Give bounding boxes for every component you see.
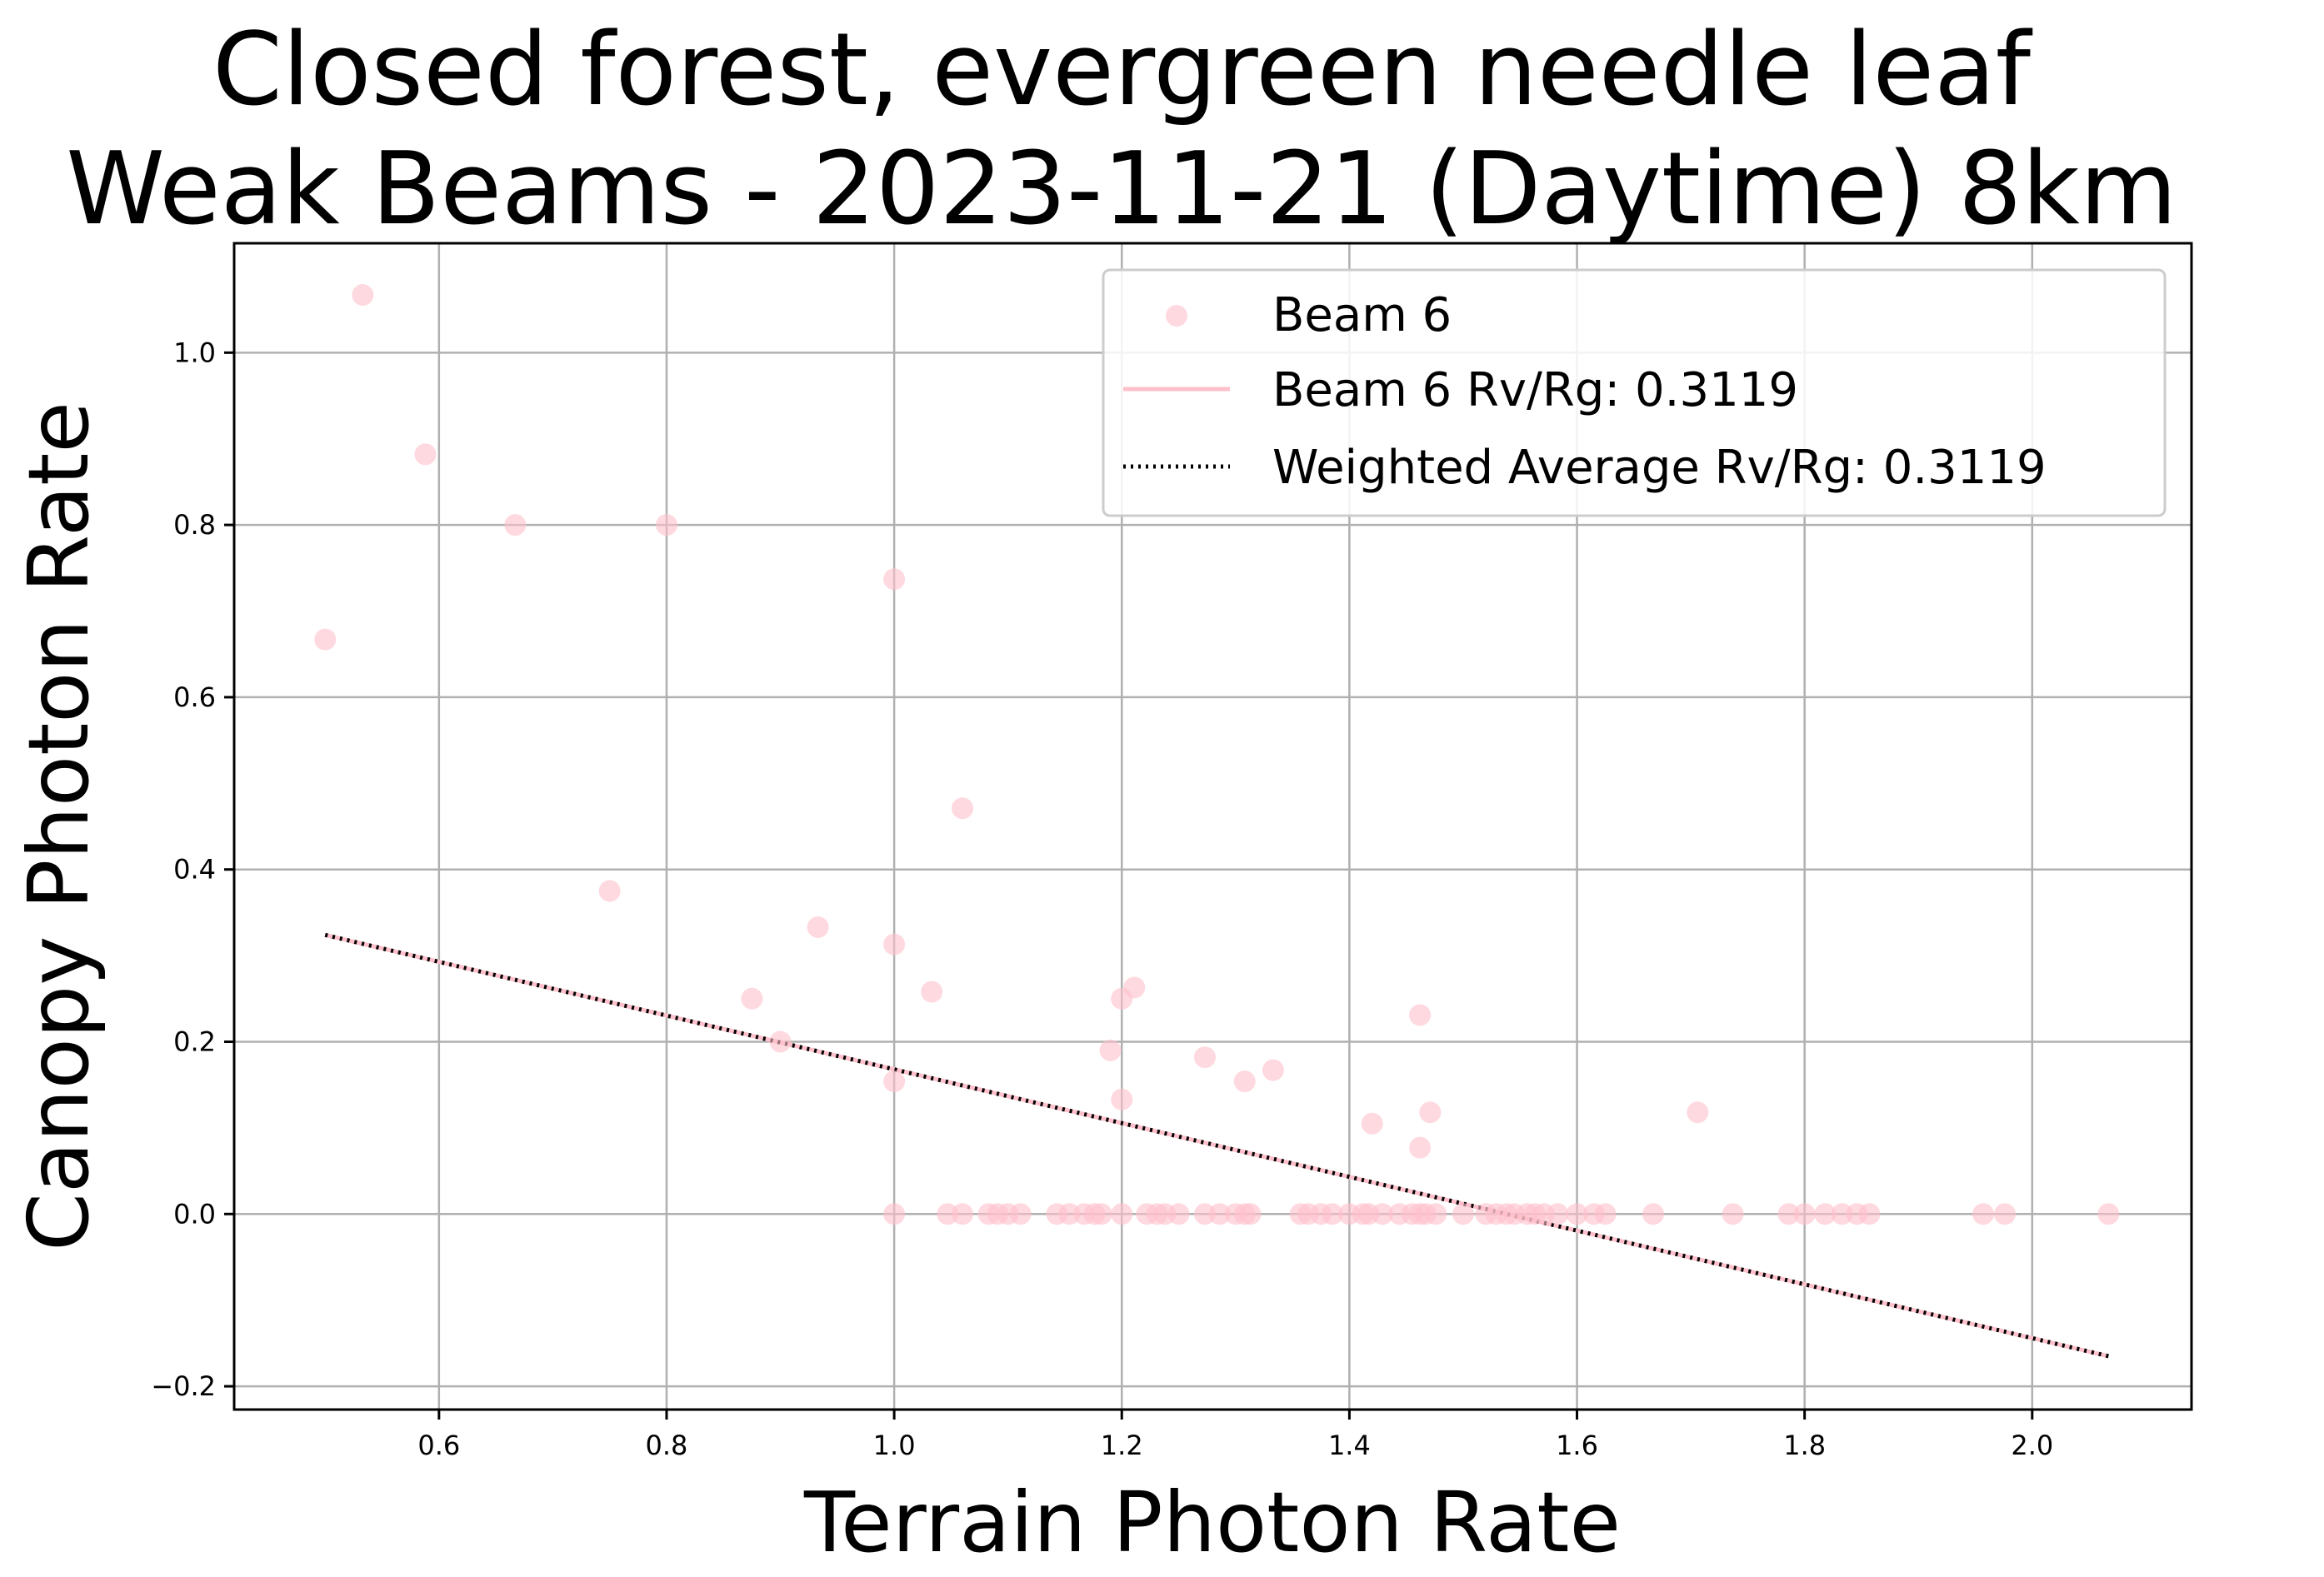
x-tick-label: 0.8	[646, 1430, 688, 1461]
beam-6-point	[1193, 1046, 1216, 1069]
beam-6-point	[1425, 1203, 1447, 1225]
beam-6-point	[1594, 1203, 1617, 1225]
y-tick-label: 0.0	[173, 1198, 216, 1230]
beam-6-point	[1208, 1203, 1231, 1225]
beam-6-point	[1123, 976, 1146, 999]
chart-title-line-1: Closed forest, evergreen needle leaf	[212, 12, 2033, 128]
beam-6-point	[598, 880, 621, 902]
x-tick-label: 1.4	[1328, 1430, 1371, 1461]
beam-6-point	[769, 1031, 792, 1053]
beam-6-point	[1419, 1101, 1442, 1124]
beam-6-point	[1972, 1203, 1995, 1225]
plot-frame	[232, 242, 2193, 1411]
beam-6-point	[1409, 1136, 1432, 1159]
beam-6-point	[1722, 1203, 1744, 1225]
beam-6-point	[314, 628, 337, 651]
beam-6-point	[1371, 1203, 1393, 1225]
legend-label-weighted-average: Weighted Average Rv/Rg: 0.3119	[1272, 441, 2047, 495]
legend-box	[1102, 268, 2167, 517]
beam-6-point	[504, 514, 527, 536]
beam-6-point	[352, 284, 374, 307]
y-tick-label: 0.6	[173, 681, 216, 713]
beam-6-point	[1239, 1203, 1262, 1225]
beam-6-point	[1409, 1004, 1432, 1026]
beam-6-point	[883, 568, 906, 591]
beam-6-point	[1858, 1203, 1881, 1225]
beam-6-point	[1090, 1203, 1112, 1225]
beam-6-point	[1642, 1203, 1665, 1225]
beam-6-point	[921, 981, 943, 1003]
beam-6-point	[952, 797, 974, 820]
y-tick-label: 0.8	[173, 509, 216, 541]
beam-6-point	[1687, 1101, 1709, 1124]
x-tick-label: 0.6	[417, 1430, 460, 1461]
y-axis-label: Canopy Photon Rate	[10, 402, 107, 1251]
beam-6-point	[1361, 1112, 1383, 1135]
beam-6-point	[1009, 1203, 1032, 1225]
legend: Beam 6 Beam 6 Rv/Rg: 0.3119 Weighted Ave…	[1102, 268, 2167, 517]
beam-6-point	[1547, 1203, 1569, 1225]
y-tick-label: 1.0	[173, 337, 216, 368]
y-tick-label: −0.2	[151, 1370, 216, 1402]
legend-label-beam-6-line: Beam 6 Rv/Rg: 0.3119	[1272, 363, 1798, 417]
beam-6-point	[1321, 1203, 1343, 1225]
x-tick-label: 1.8	[1783, 1430, 1826, 1461]
beam-6-point	[1262, 1059, 1284, 1081]
beam-6-point	[1777, 1203, 1800, 1225]
x-tick-label: 1.6	[1556, 1430, 1598, 1461]
beam-6-point	[1566, 1203, 1588, 1225]
x-tick-label: 2.0	[2011, 1430, 2053, 1461]
beam-6-point	[2097, 1203, 2120, 1225]
y-tick-label: 0.2	[173, 1026, 216, 1057]
beam-6-point	[1167, 1203, 1190, 1225]
beam-6-point	[952, 1203, 974, 1225]
beam-6-point	[1111, 1203, 1133, 1225]
beam-6-point	[655, 514, 677, 536]
beam-6-point	[414, 443, 437, 466]
beam-6-point	[1793, 1203, 1816, 1225]
beam-6-point	[883, 1203, 906, 1225]
fit-lines	[324, 932, 2109, 1359]
legend-label-beam-6: Beam 6	[1272, 288, 1452, 342]
x-tick-label: 1.0	[873, 1430, 916, 1461]
beam-6-point	[1814, 1203, 1837, 1225]
legend-marker-beam-6	[1166, 305, 1187, 327]
y-tick-label: 0.4	[173, 854, 216, 886]
scatter-points	[314, 284, 2120, 1225]
beam-6-point	[1111, 1088, 1133, 1110]
beam-6-point	[883, 933, 906, 956]
beam-6-point	[741, 987, 763, 1010]
beam-6-point	[883, 1070, 906, 1093]
beam-6-point	[1233, 1070, 1256, 1093]
weighted-average-line	[324, 932, 2109, 1359]
beam-6-point	[1994, 1203, 2017, 1225]
chart-title-line-2: Weak Beams - 2023-11-21 (Daytime) 8km	[66, 132, 2177, 247]
beam-6-point	[807, 916, 829, 938]
x-axis-label: Terrain Photon Rate	[803, 1474, 1621, 1571]
axis-ticks: 0.6 0.8 1.0 1.2 1.4 1.6 1.8 2.0 −0.2 0.0 0.2 0.4 0.6…	[151, 337, 2053, 1461]
x-tick-label: 1.2	[1101, 1430, 1143, 1461]
beam-6-point	[1099, 1039, 1122, 1061]
beam-6-point	[1452, 1203, 1474, 1225]
